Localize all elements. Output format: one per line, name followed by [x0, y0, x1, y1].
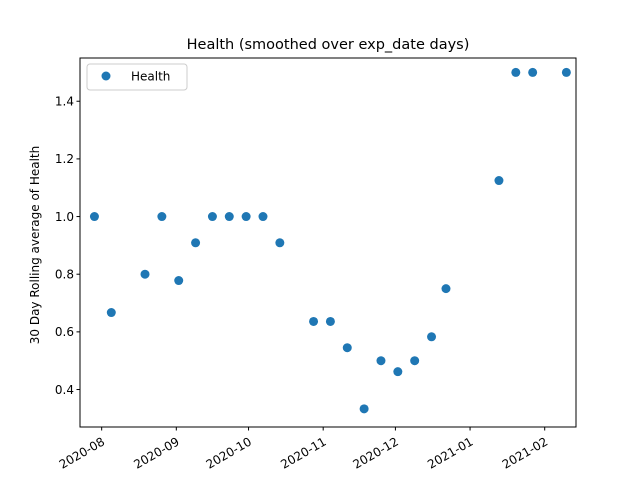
data-point [106, 308, 116, 318]
data-point [441, 284, 451, 294]
data-points [89, 67, 571, 414]
data-point [342, 343, 352, 353]
legend-label-health: Health [131, 70, 170, 84]
data-point [309, 316, 319, 326]
data-point [325, 316, 335, 326]
legend: Health [86, 63, 188, 91]
y-tick-label: 0.4 [55, 383, 74, 397]
legend-marker-health [101, 71, 111, 81]
plot-frame [79, 57, 577, 428]
y-axis-ticks: 0.4 0.6 0.8 1.0 1.2 1.4 [55, 95, 80, 397]
data-point [174, 276, 184, 286]
data-point [275, 238, 285, 248]
data-point [393, 367, 403, 377]
data-point [511, 67, 521, 77]
data-point [359, 404, 369, 414]
data-point [528, 67, 538, 77]
data-point [427, 332, 437, 342]
data-point [410, 356, 420, 366]
y-tick-label: 1.0 [55, 210, 74, 224]
data-point [561, 67, 571, 77]
data-point [207, 212, 217, 222]
y-axis-label: 30 Day Rolling average of Health [28, 146, 42, 345]
data-point [258, 212, 268, 222]
data-point [89, 212, 99, 222]
plot-area [80, 58, 576, 427]
chart-title: Health (smoothed over exp_date days) [187, 37, 470, 53]
data-point [140, 269, 150, 279]
y-tick-label: 1.2 [55, 152, 74, 166]
y-tick-label: 0.6 [55, 325, 74, 339]
data-point [241, 212, 251, 222]
data-point [494, 176, 504, 186]
data-point [224, 212, 234, 222]
y-tick-label: 1.4 [55, 95, 74, 109]
data-point [376, 356, 386, 366]
data-point [157, 212, 167, 222]
y-tick-label: 0.8 [55, 268, 74, 282]
legend-box [86, 63, 188, 91]
data-point [191, 238, 201, 248]
